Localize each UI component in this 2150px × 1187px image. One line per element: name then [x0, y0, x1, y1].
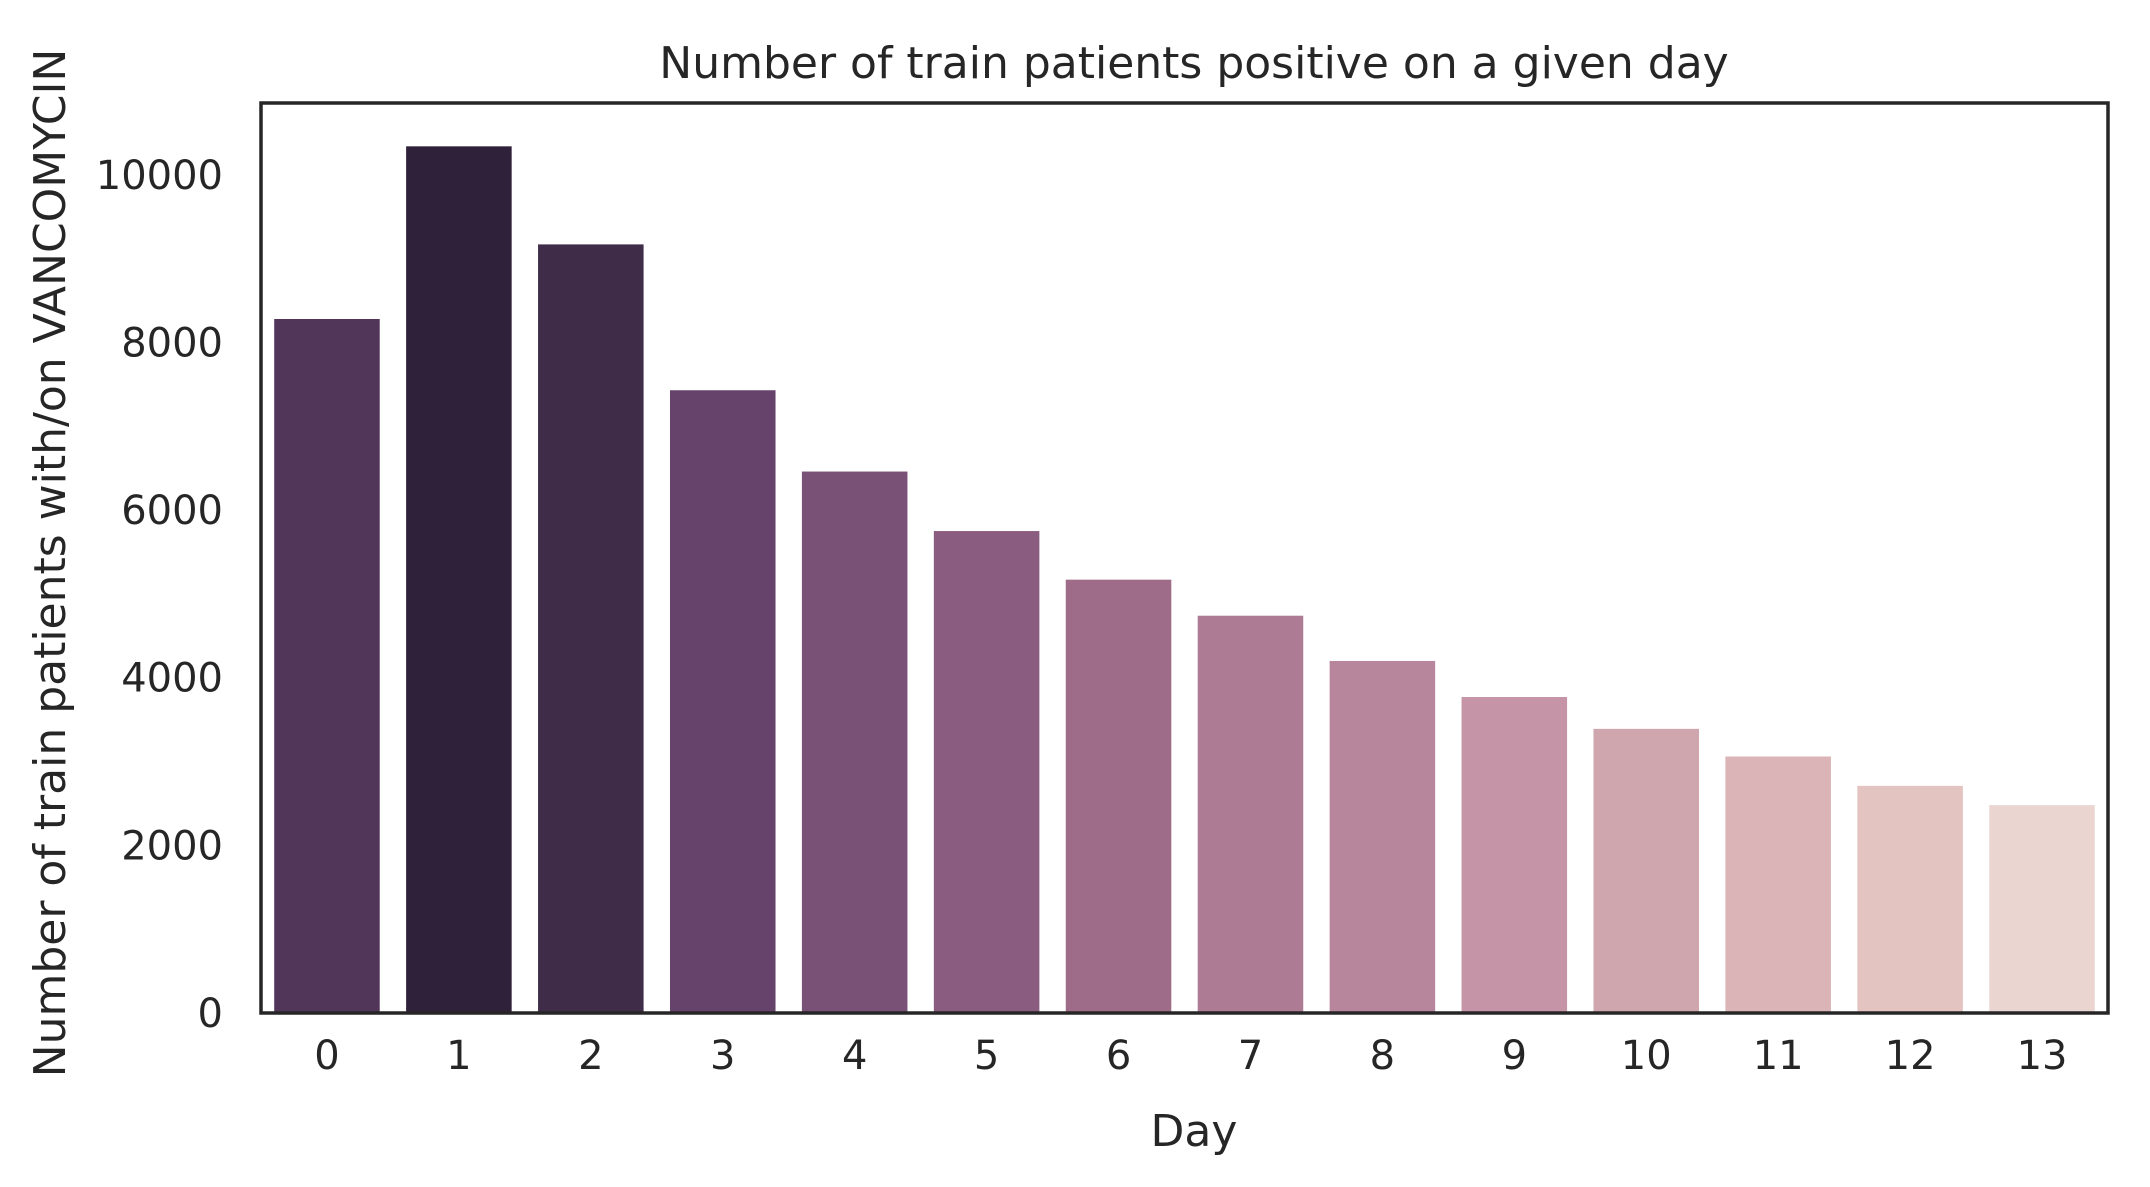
x-tick-label: 1 [446, 1033, 471, 1079]
x-tick-label: 0 [314, 1033, 339, 1079]
y-tick-label: 8000 [121, 320, 223, 366]
y-tick-label: 0 [198, 991, 223, 1037]
x-tick-label: 11 [1753, 1033, 1804, 1079]
plot-frame [259, 101, 2110, 1015]
x-tick-label: 6 [1106, 1033, 1131, 1079]
x-tick-label: 7 [1238, 1033, 1263, 1079]
x-axis-ticks: 0 1 2 3 4 5 6 7 8 9 10 11 12 13 [314, 1033, 2067, 1079]
x-tick-label: 5 [974, 1033, 999, 1079]
bar-day-0 [274, 319, 380, 1013]
bar-day-5 [933, 531, 1040, 1013]
bar-day-2 [538, 244, 644, 1013]
bar-day-1 [406, 146, 512, 1013]
x-tick-label: 2 [578, 1033, 603, 1079]
bar-day-7 [1197, 615, 1304, 1013]
x-tick-label: 4 [842, 1033, 867, 1079]
bar-day-9 [1461, 697, 1568, 1013]
x-tick-label: 12 [1885, 1033, 1936, 1079]
bar-day-3 [669, 390, 776, 1013]
bar-series [274, 146, 2095, 1013]
y-axis-label: Number of train patients with/on VANCOMY… [25, 49, 76, 1078]
x-tick-label: 10 [1621, 1033, 1672, 1079]
bar-day-12 [1857, 785, 1963, 1013]
y-axis-ticks: 0 2000 4000 6000 8000 10000 [96, 153, 223, 1037]
x-axis-label: Day [1151, 1106, 1238, 1157]
chart-title: Number of train patients positive on a g… [659, 38, 1728, 89]
y-tick-label: 2000 [121, 823, 223, 869]
y-tick-label: 4000 [121, 656, 223, 702]
x-tick-label: 8 [1370, 1033, 1395, 1079]
bar-day-8 [1329, 660, 1436, 1013]
x-tick-label: 13 [2017, 1033, 2068, 1079]
x-tick-label: 9 [1502, 1033, 1527, 1079]
bar-day-10 [1593, 728, 1700, 1013]
bar-day-4 [801, 471, 908, 1013]
y-tick-label: 6000 [121, 488, 223, 534]
bar-day-11 [1725, 756, 1831, 1013]
bar-day-13 [1989, 805, 2095, 1013]
y-tick-label: 10000 [96, 153, 223, 199]
x-tick-label: 3 [710, 1033, 735, 1079]
bar-day-6 [1065, 579, 1172, 1013]
